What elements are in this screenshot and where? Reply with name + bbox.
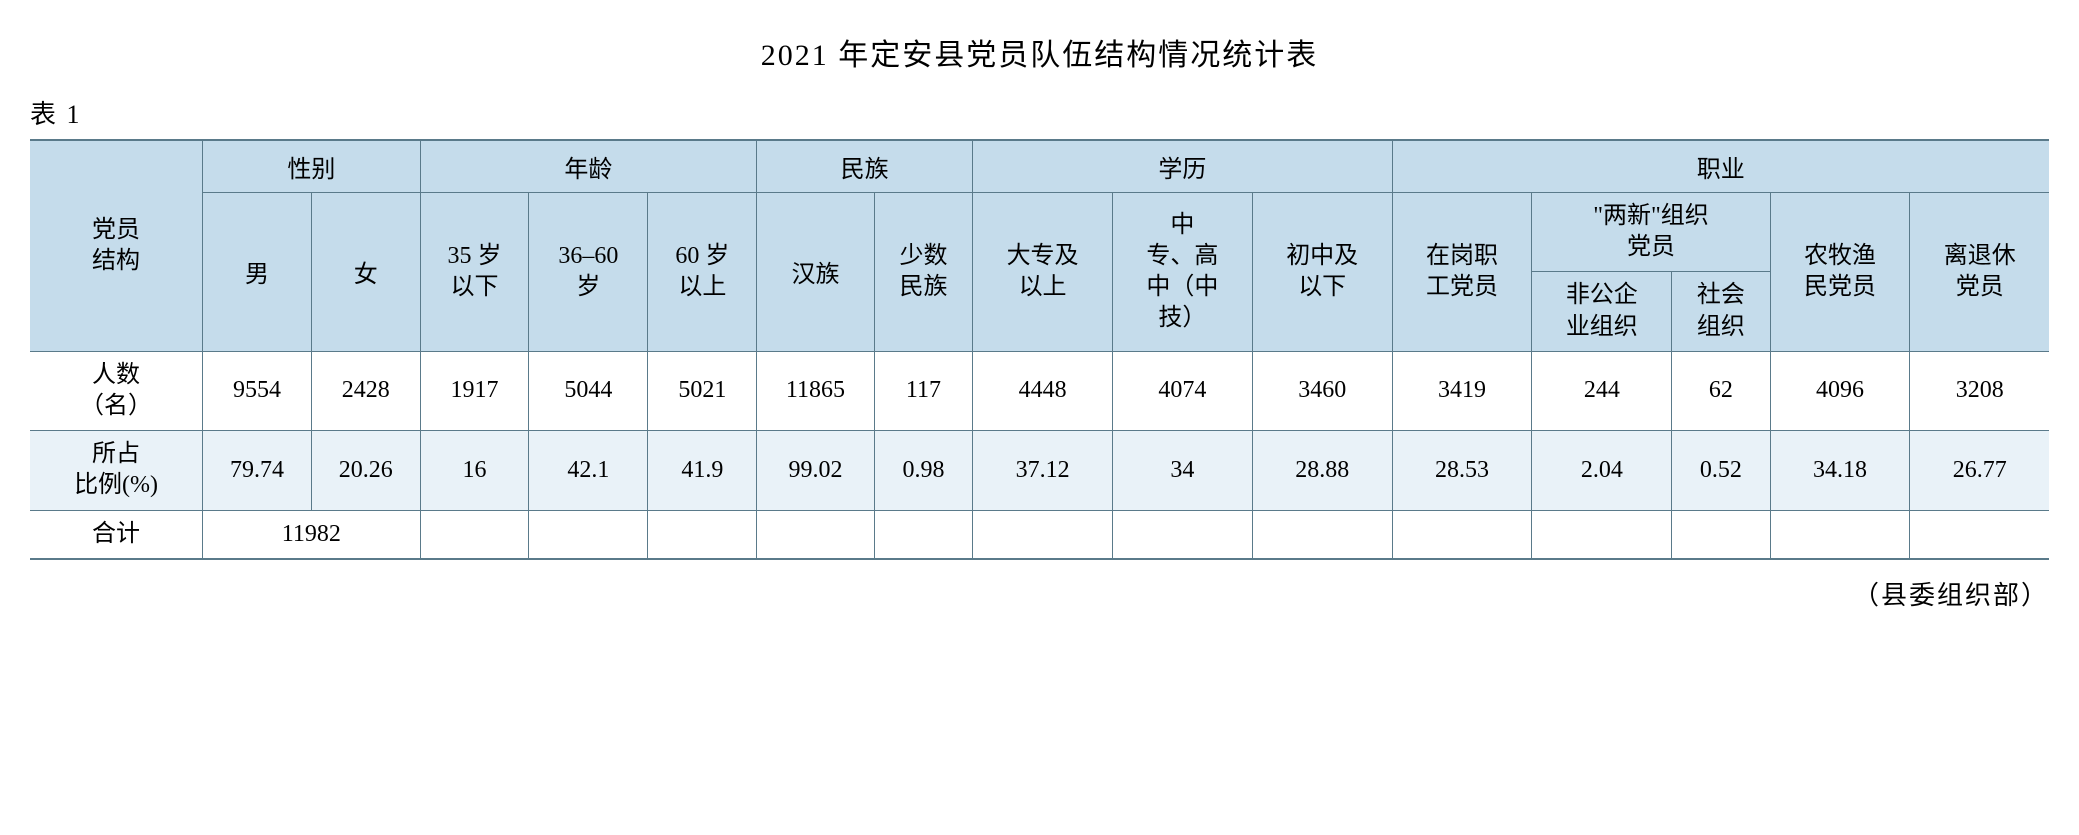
count-row: 人数（名） 9554 2428 1917 5044 5021 11865 117… [30,351,2049,430]
group-occupation: 职业 [1392,140,2049,193]
percent-job-nonpublic: 2.04 [1532,431,1672,510]
header-row-2: 男 女 35 岁以下 36–60岁 60 岁以上 汉族 少数民族 大专及以上 中… [30,193,2049,272]
col-job-farmer: 农牧渔民党员 [1770,193,1910,352]
col-edu-college: 大专及以上 [973,193,1113,352]
count-edu-junior: 3460 [1252,351,1392,430]
percent-edu-high: 34 [1112,431,1252,510]
total-empty [648,510,757,559]
col-job-social: 社会组织 [1672,272,1770,351]
count-job-farmer: 4096 [1770,351,1910,430]
count-edu-high: 4074 [1112,351,1252,430]
percent-age60: 41.9 [648,431,757,510]
percent-minority: 0.98 [874,431,972,510]
col-age3660: 36–60岁 [529,193,648,352]
col-job-twonew: "两新"组织党员 [1532,193,1770,272]
total-row: 合计 11982 [30,510,2049,559]
col-female: 女 [311,193,420,352]
total-label: 合计 [30,510,203,559]
table-label: 表 1 [30,94,2049,131]
percent-job-social: 0.52 [1672,431,1770,510]
total-empty [1112,510,1252,559]
count-age3660: 5044 [529,351,648,430]
table-container: 2021 年定安县党员队伍结构情况统计表 表 1 党员结构 性别 年龄 民族 学… [30,30,2049,612]
percent-han: 99.02 [757,431,875,510]
count-age35: 1917 [420,351,529,430]
total-empty [1672,510,1770,559]
row-header-label: 党员结构 [30,140,203,351]
source-label: （县委组织部） [30,575,2049,612]
percent-row: 所占比例(%) 79.74 20.26 16 42.1 41.9 99.02 0… [30,431,2049,510]
group-gender: 性别 [203,140,421,193]
total-empty [1532,510,1672,559]
count-edu-college: 4448 [973,351,1113,430]
percent-label: 所占比例(%) [30,431,203,510]
count-minority: 117 [874,351,972,430]
percent-male: 79.74 [203,431,312,510]
percent-job-retired: 26.77 [1910,431,2049,510]
total-value: 11982 [203,510,421,559]
count-male: 9554 [203,351,312,430]
col-male: 男 [203,193,312,352]
total-empty [1770,510,1910,559]
group-ethnicity: 民族 [757,140,973,193]
statistics-table: 党员结构 性别 年龄 民族 学历 职业 男 女 35 岁以下 36–60岁 60… [30,139,2049,560]
count-han: 11865 [757,351,875,430]
count-job-retired: 3208 [1910,351,2049,430]
col-edu-junior: 初中及以下 [1252,193,1392,352]
percent-age3660: 42.1 [529,431,648,510]
count-age60: 5021 [648,351,757,430]
percent-edu-college: 37.12 [973,431,1113,510]
total-empty [874,510,972,559]
header-row-1: 党员结构 性别 年龄 民族 学历 职业 [30,140,2049,193]
total-empty [420,510,529,559]
page-title: 2021 年定安县党员队伍结构情况统计表 [30,30,2049,74]
col-age35: 35 岁以下 [420,193,529,352]
count-job-nonpublic: 244 [1532,351,1672,430]
count-job-social: 62 [1672,351,1770,430]
col-age60: 60 岁以上 [648,193,757,352]
col-han: 汉族 [757,193,875,352]
count-female: 2428 [311,351,420,430]
total-empty [529,510,648,559]
group-education: 学历 [973,140,1392,193]
total-empty [973,510,1113,559]
count-job-onpost: 3419 [1392,351,1532,430]
percent-age35: 16 [420,431,529,510]
percent-edu-junior: 28.88 [1252,431,1392,510]
total-empty [1910,510,2049,559]
group-age: 年龄 [420,140,757,193]
percent-job-onpost: 28.53 [1392,431,1532,510]
total-empty [1252,510,1392,559]
col-job-onpost: 在岗职工党员 [1392,193,1532,352]
total-empty [1392,510,1532,559]
col-job-retired: 离退休党员 [1910,193,2049,352]
total-empty [757,510,875,559]
count-label: 人数（名） [30,351,203,430]
percent-female: 20.26 [311,431,420,510]
col-minority: 少数民族 [874,193,972,352]
percent-job-farmer: 34.18 [1770,431,1910,510]
col-edu-high: 中专、高中（中技） [1112,193,1252,352]
col-job-nonpublic: 非公企业组织 [1532,272,1672,351]
